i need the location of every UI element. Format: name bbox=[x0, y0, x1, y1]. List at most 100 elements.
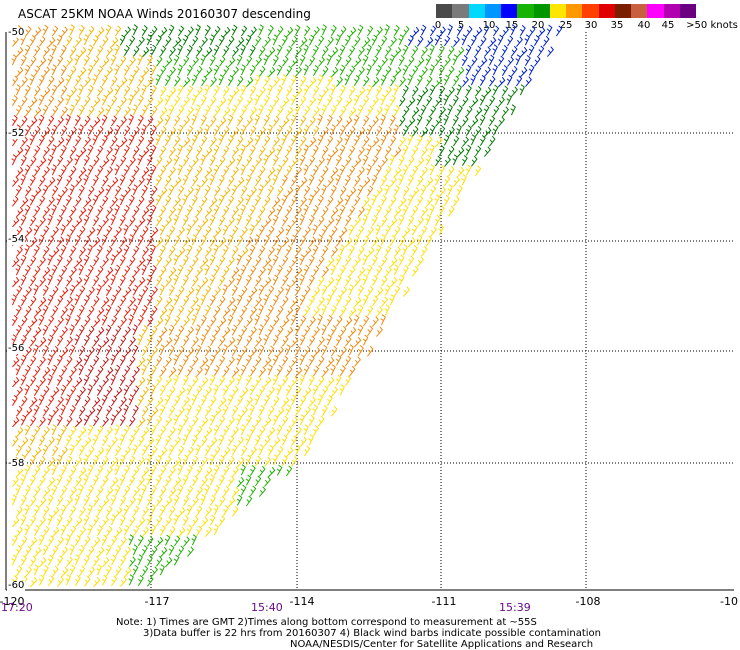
wind-barb bbox=[69, 184, 75, 196]
wind-barb bbox=[159, 344, 165, 356]
wind-barb bbox=[353, 135, 360, 146]
wind-barb bbox=[375, 65, 382, 76]
wind-barb bbox=[61, 306, 68, 317]
wind-barb bbox=[182, 355, 189, 366]
wind-barb bbox=[439, 186, 446, 197]
wind-barb bbox=[187, 186, 194, 197]
wind-barb bbox=[498, 116, 505, 127]
wind-barb bbox=[114, 164, 120, 176]
wind-barb bbox=[106, 486, 114, 498]
wind-barb bbox=[363, 196, 370, 207]
wind-barb bbox=[263, 115, 270, 126]
wind-barb bbox=[236, 115, 244, 127]
wind-barb bbox=[240, 164, 246, 176]
wind-barb bbox=[87, 365, 94, 376]
wind-barb bbox=[151, 305, 158, 317]
wind-barb bbox=[371, 34, 378, 46]
wind-barb bbox=[443, 114, 449, 126]
wind-barb bbox=[318, 296, 325, 307]
wind-barb bbox=[232, 245, 239, 257]
wind-barb bbox=[218, 515, 226, 527]
wind-barb bbox=[200, 334, 206, 346]
wind-barb bbox=[218, 275, 226, 287]
wind-barb bbox=[151, 185, 158, 197]
wind-barb bbox=[173, 294, 180, 306]
wind-barb bbox=[39, 35, 46, 47]
wind-barb bbox=[173, 494, 180, 506]
wind-barb bbox=[438, 224, 444, 236]
wind-barb bbox=[51, 484, 58, 496]
wind-barb bbox=[132, 505, 140, 517]
wind-barb bbox=[376, 306, 383, 317]
wind-barb bbox=[60, 145, 67, 156]
wind-barb bbox=[218, 375, 226, 387]
wind-barb bbox=[299, 334, 306, 346]
wind-barb bbox=[65, 94, 71, 106]
wind-barb bbox=[137, 135, 145, 147]
wind-barb bbox=[303, 44, 309, 56]
wind-barb bbox=[123, 365, 131, 377]
wind-barb bbox=[326, 135, 334, 147]
wind-barb bbox=[393, 264, 399, 276]
wind-barb bbox=[182, 55, 190, 67]
wind-barb bbox=[169, 486, 177, 498]
wind-barb bbox=[219, 155, 226, 167]
wind-barb bbox=[84, 395, 91, 407]
wind-barb bbox=[308, 434, 314, 446]
wind-barb bbox=[443, 175, 451, 187]
wind-barb bbox=[272, 295, 279, 306]
wind-barb bbox=[516, 36, 523, 47]
wind-barb bbox=[236, 274, 242, 286]
wind-barb bbox=[263, 315, 270, 326]
wind-barb bbox=[191, 35, 199, 47]
wind-barb bbox=[187, 546, 194, 557]
wind-barb bbox=[209, 414, 216, 426]
wind-barb bbox=[448, 126, 455, 137]
wind-barb bbox=[92, 275, 100, 287]
wind-barb bbox=[312, 165, 319, 176]
wind-barb bbox=[137, 494, 143, 506]
wind-barb bbox=[479, 114, 486, 126]
wind-barb bbox=[339, 384, 345, 396]
wind-barb bbox=[273, 315, 280, 327]
wind-barb bbox=[420, 184, 427, 196]
wind-barb bbox=[132, 304, 138, 316]
wind-barb bbox=[142, 506, 149, 517]
wind-barb bbox=[84, 95, 91, 107]
wind-barb bbox=[281, 35, 288, 46]
wind-barb bbox=[186, 85, 194, 97]
wind-barb bbox=[366, 144, 372, 156]
wind-barb bbox=[106, 46, 113, 57]
wind-barb bbox=[124, 566, 132, 578]
wind-barb bbox=[196, 65, 203, 77]
wind-barb bbox=[34, 125, 41, 137]
wind-barb bbox=[196, 205, 203, 217]
wind-barb bbox=[389, 235, 396, 246]
wind-barb bbox=[132, 564, 139, 576]
wind-barb bbox=[209, 34, 215, 46]
wind-barb bbox=[345, 295, 352, 307]
wind-barb bbox=[196, 425, 203, 437]
wind-barb bbox=[69, 324, 75, 336]
wind-barb bbox=[173, 54, 180, 66]
wind-barb bbox=[331, 225, 338, 237]
wind-barb bbox=[294, 324, 301, 336]
wind-barb bbox=[353, 234, 360, 246]
wind-barb bbox=[312, 125, 320, 137]
wind-barb bbox=[110, 274, 116, 286]
wind-barb bbox=[92, 175, 99, 186]
wind-barb bbox=[70, 486, 77, 497]
wind-barb bbox=[115, 506, 123, 518]
wind-barb bbox=[313, 346, 321, 358]
wind-barb bbox=[12, 476, 19, 487]
wind-barb bbox=[385, 165, 392, 177]
wind-barb bbox=[402, 265, 409, 276]
wind-barb bbox=[11, 535, 18, 546]
wind-barb bbox=[60, 85, 68, 97]
wind-barb bbox=[102, 475, 109, 487]
wind-barb bbox=[137, 54, 143, 66]
wind-barb bbox=[308, 174, 315, 186]
wind-barb bbox=[133, 126, 140, 137]
wind-barb bbox=[75, 256, 83, 268]
